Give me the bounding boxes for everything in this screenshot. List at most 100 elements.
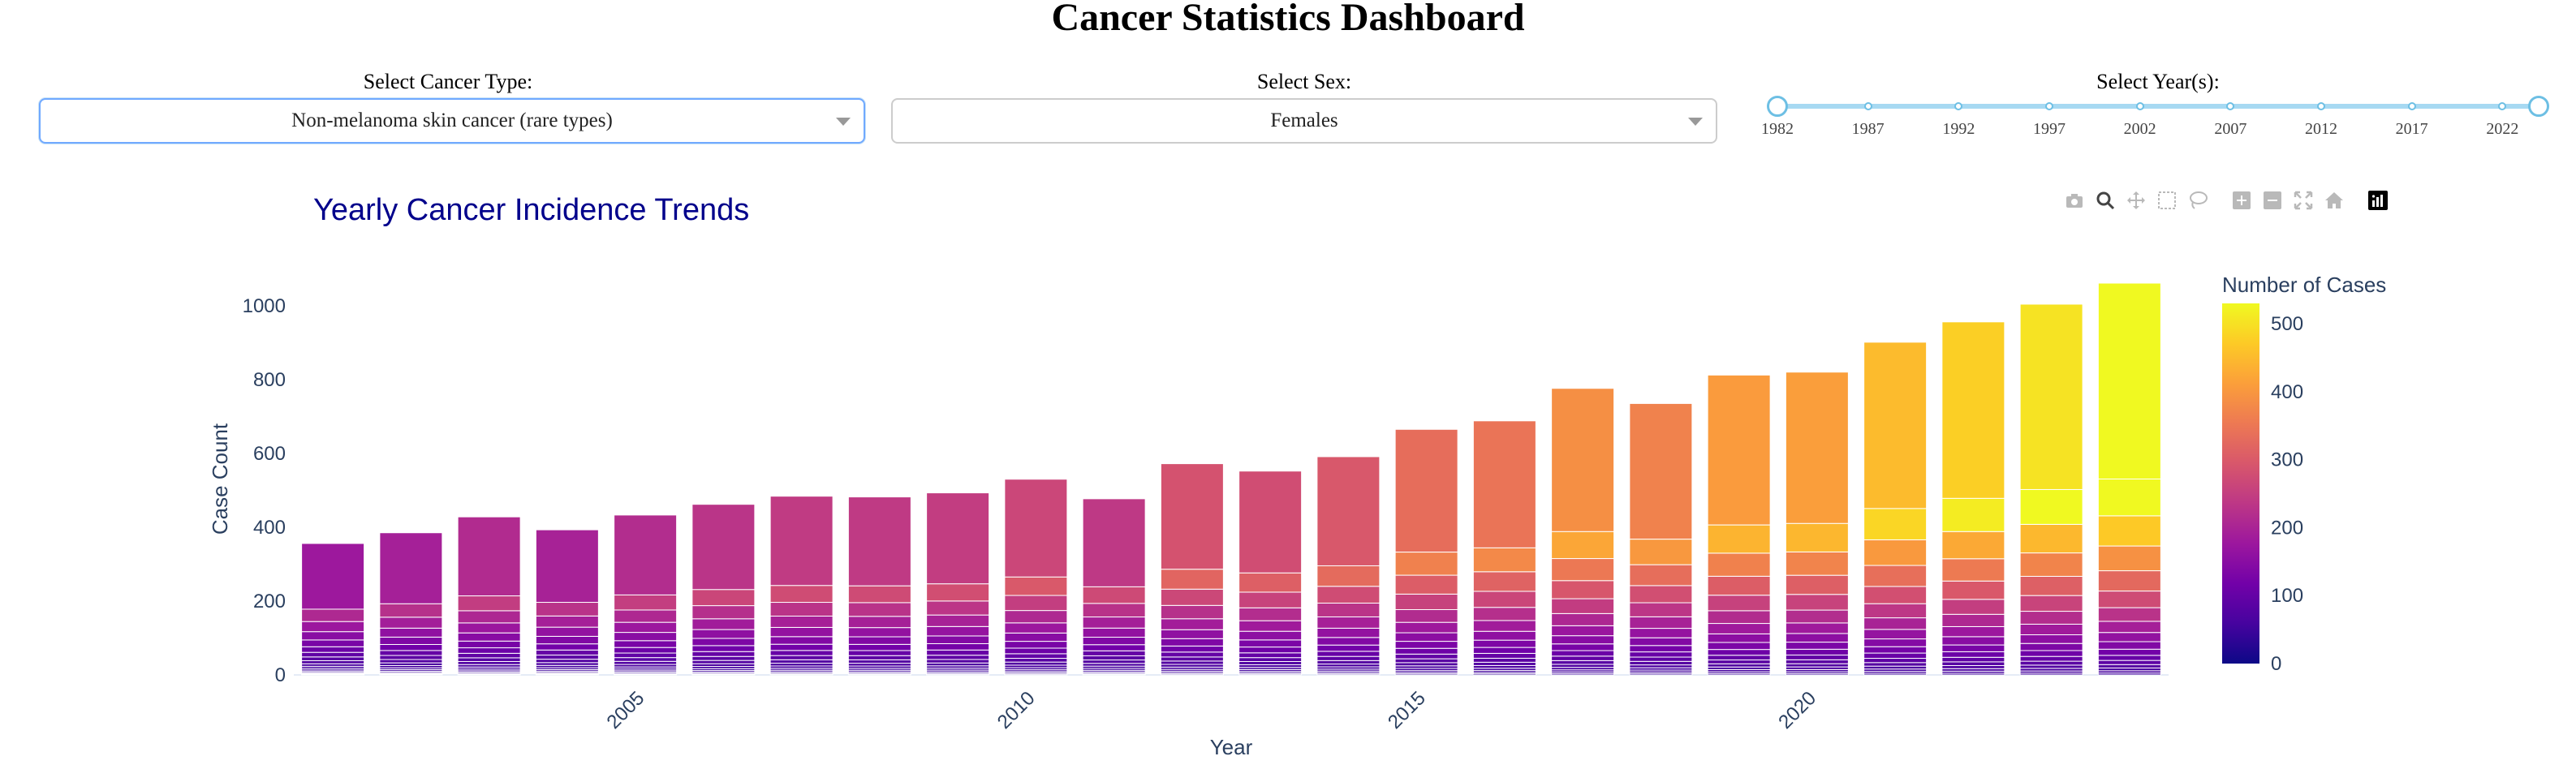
bar-segment[interactable] [1316,651,1381,657]
bar-segment[interactable] [1551,635,1615,645]
bar-segment[interactable] [1629,616,1693,629]
bar-segment[interactable] [1082,650,1146,656]
bar-segment-upper[interactable] [379,532,443,604]
bar-segment-upper[interactable] [1707,374,1771,526]
bar-segment[interactable] [1707,595,1771,612]
bar-segment[interactable] [1316,664,1381,668]
pan-icon[interactable] [2123,187,2149,213]
bar-segment[interactable] [2097,515,2161,547]
bar-segment[interactable] [1160,660,1224,665]
bar-segment[interactable] [1394,632,1458,642]
bar-2009[interactable] [926,492,990,676]
bar-segment[interactable] [1160,604,1224,620]
bar-segment[interactable] [379,627,443,638]
bar-segment[interactable] [1316,655,1381,661]
bar-2016[interactable] [1472,420,1536,676]
bar-segment[interactable] [1082,655,1146,661]
bar-segment[interactable] [1082,603,1146,618]
bar-segment[interactable] [1394,658,1458,664]
bar-segment[interactable] [1629,645,1693,653]
bar-2005[interactable] [614,514,678,676]
bar-segment[interactable] [535,649,599,656]
bar-segment[interactable] [457,647,521,654]
bar-segment[interactable] [535,615,599,628]
bar-segment[interactable] [2097,655,2161,661]
bar-segment[interactable] [1707,642,1771,651]
bar-segment[interactable] [691,589,756,607]
bar-segment[interactable] [1160,656,1224,662]
bar-segment[interactable] [769,626,834,638]
bar-segment[interactable] [457,657,521,662]
bar-segment[interactable] [1941,497,2005,532]
bar-segment[interactable] [457,622,521,634]
bar-segment[interactable] [1707,623,1771,634]
bar-segment[interactable] [1551,643,1615,651]
bar-segment[interactable] [614,657,678,662]
bar-segment[interactable] [301,631,365,641]
bar-segment[interactable] [2097,591,2161,608]
bar-segment[interactable] [535,659,599,664]
bar-segment[interactable] [614,660,678,665]
bar-segment[interactable] [1394,609,1458,623]
bar-segment[interactable] [1551,531,1615,560]
bar-segment[interactable] [1941,599,2005,615]
bar-segment[interactable] [926,635,990,644]
bar-segment[interactable] [301,639,365,647]
slider-tick[interactable] [2135,102,2144,110]
bar-2008[interactable] [847,496,911,676]
bar-segment[interactable] [2019,660,2083,666]
bar-segment[interactable] [1785,633,1849,643]
bar-segment-upper[interactable] [1004,479,1068,578]
bar-segment[interactable] [1472,657,1536,663]
bar-segment[interactable] [614,594,678,611]
bar-segment[interactable] [847,616,911,629]
bar-segment[interactable] [1160,588,1224,606]
bar-segment[interactable] [1238,652,1303,659]
bar-segment[interactable] [926,649,990,656]
bar-segment[interactable] [1551,655,1615,661]
bar-segment[interactable] [457,652,521,659]
bar-segment-upper[interactable] [926,492,990,585]
bar-segment[interactable] [1785,594,1849,611]
bar-segment[interactable] [1551,650,1615,657]
bar-segment-upper[interactable] [301,543,365,610]
bar-segment[interactable] [1082,617,1146,629]
bar-segment[interactable] [1160,618,1224,630]
slider-handle-start[interactable] [1767,96,1788,117]
bar-segment[interactable] [1863,646,1928,654]
bar-segment[interactable] [1629,564,1693,586]
bar-segment[interactable] [2097,607,2161,622]
bar-segment[interactable] [1004,658,1068,663]
bar-2021[interactable] [1863,342,1928,676]
bar-segment[interactable] [1082,627,1146,638]
bar-segment-upper[interactable] [1551,388,1615,532]
bar-segment[interactable] [1707,660,1771,664]
bar-segment[interactable] [1941,661,2005,667]
bar-segment[interactable] [1551,660,1615,665]
bar-segment[interactable] [2097,648,2161,656]
bar-segment[interactable] [1707,649,1771,656]
bar-segment[interactable] [1863,638,1928,647]
bar-segment[interactable] [2019,488,2083,525]
bar-segment-upper[interactable] [1472,420,1536,548]
bar-segment[interactable] [301,660,365,664]
bar-segment[interactable] [1707,575,1771,596]
bar-segment[interactable] [1551,664,1615,668]
bar-segment[interactable] [614,621,678,634]
chevron-down-icon[interactable] [836,118,851,126]
bar-segment[interactable] [1941,558,2005,582]
bar-segment[interactable] [2097,667,2161,672]
bar-2012[interactable] [1160,463,1224,676]
bar-segment[interactable] [1785,663,1849,668]
bar-segment[interactable] [1941,651,2005,658]
bar-segment[interactable] [1082,663,1146,667]
bar-segment[interactable] [691,638,756,647]
bar-segment-upper[interactable] [1863,342,1928,509]
bar-segment[interactable] [614,647,678,654]
bar-segment[interactable] [379,636,443,645]
bar-segment[interactable] [769,643,834,651]
bar-segment[interactable] [1394,621,1458,634]
bar-segment[interactable] [379,643,443,651]
bar-segment[interactable] [2019,623,2083,636]
bar-segment[interactable] [2019,595,2083,612]
